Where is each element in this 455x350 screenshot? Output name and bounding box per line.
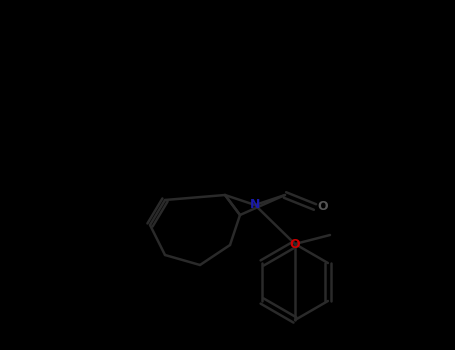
- Text: O: O: [290, 238, 300, 251]
- Text: N: N: [250, 198, 260, 211]
- Text: O: O: [318, 201, 329, 214]
